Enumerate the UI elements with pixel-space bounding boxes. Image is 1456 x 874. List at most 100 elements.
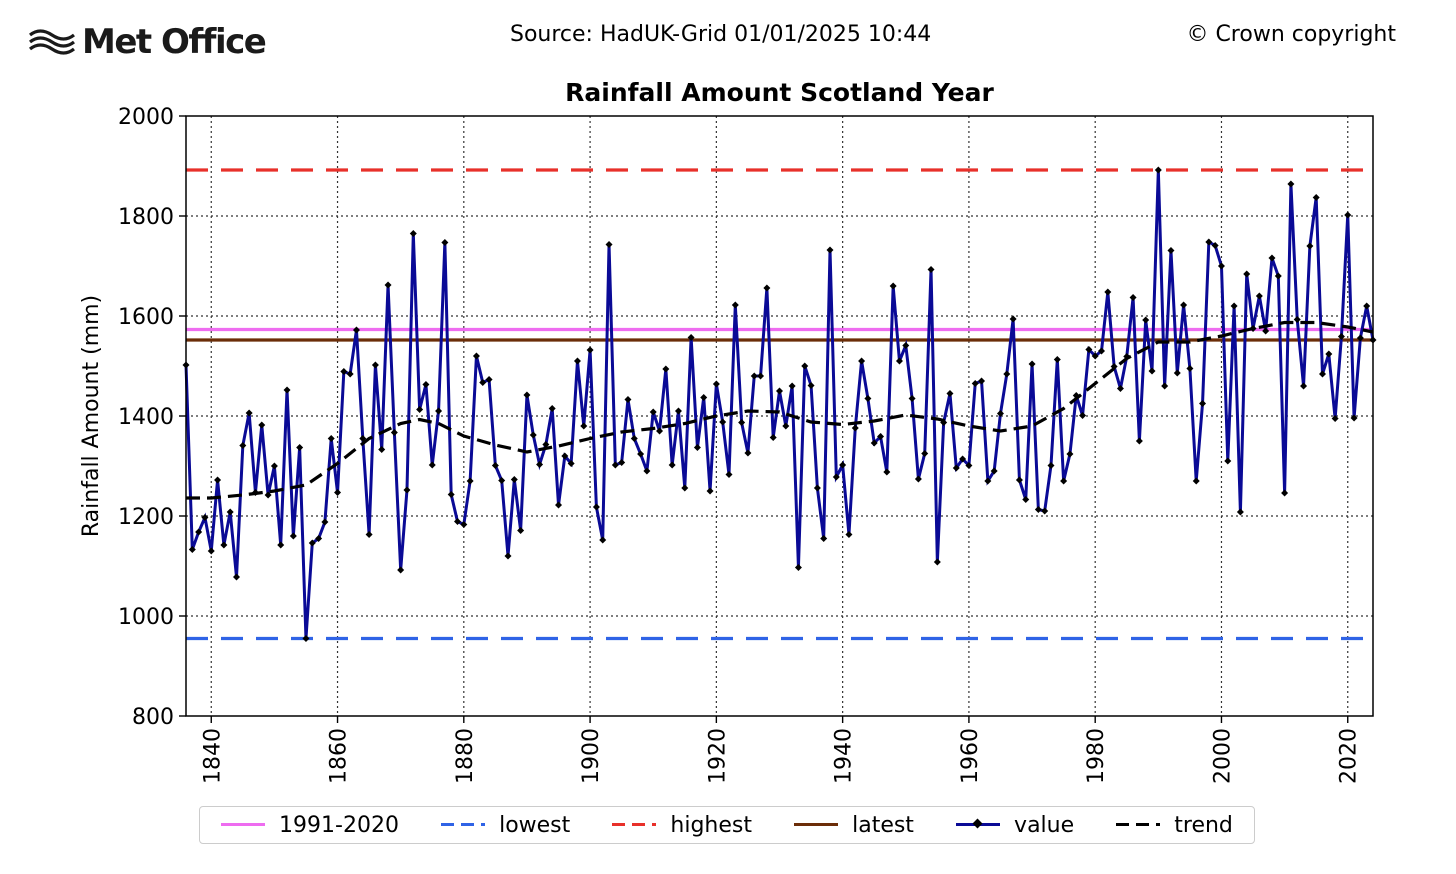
y-axis-label: Rainfall Amount (mm) <box>79 295 104 537</box>
x-tick-label: 1900 <box>579 728 604 784</box>
value-point <box>397 566 405 574</box>
value-point <box>807 382 815 389</box>
value-point <box>340 368 348 375</box>
value-point <box>1236 508 1244 516</box>
legend-label: 1991-2020 <box>279 812 399 838</box>
value-point <box>1217 262 1225 270</box>
value-point <box>390 429 398 436</box>
value-point <box>959 455 967 463</box>
value-point <box>611 461 619 469</box>
x-tick-label: 1920 <box>705 728 730 784</box>
value-point <box>321 518 329 526</box>
series-lines <box>182 166 1377 642</box>
value-point <box>510 476 518 483</box>
value-point <box>1066 450 1074 458</box>
value-point <box>403 486 411 494</box>
value-point <box>1142 316 1150 324</box>
value-point <box>529 431 537 439</box>
value-point <box>453 518 461 525</box>
value-point <box>984 477 992 485</box>
value-point <box>315 535 323 542</box>
value-point <box>1116 385 1124 392</box>
value-point <box>965 462 973 469</box>
value-point <box>283 386 291 394</box>
value-point <box>352 326 360 334</box>
value-point <box>1255 292 1263 300</box>
value-point <box>1034 506 1042 513</box>
legend-swatch <box>1116 818 1161 832</box>
x-tick-label: 1840 <box>200 728 225 784</box>
value-point <box>1135 437 1143 445</box>
value-point <box>1281 489 1289 497</box>
value-point <box>1224 457 1232 465</box>
x-tick-label: 2020 <box>1337 728 1362 784</box>
value-point <box>908 395 916 402</box>
y-tick-label: 1600 <box>118 305 174 330</box>
value-point <box>1262 327 1270 335</box>
value-point <box>277 541 285 549</box>
copyright-text: © Crown copyright <box>1186 22 1396 47</box>
value-point <box>523 391 531 399</box>
value-point <box>308 539 316 547</box>
value-point <box>371 361 379 369</box>
value-point <box>498 477 506 484</box>
value-point <box>334 489 342 496</box>
value-point <box>1098 347 1106 355</box>
legend-item-value: value <box>956 813 1074 838</box>
value-point <box>776 387 783 395</box>
value-point <box>548 405 556 412</box>
value-point <box>485 376 493 383</box>
legend-item-highest: highest <box>612 813 752 838</box>
value-point <box>820 535 828 542</box>
value-point <box>832 473 840 481</box>
legend-item-lowest: lowest <box>441 813 570 838</box>
value-point <box>1350 414 1358 422</box>
value-point <box>1028 360 1036 368</box>
value-point <box>1243 270 1251 278</box>
value-point <box>409 230 417 237</box>
value-point <box>763 284 771 292</box>
value-point <box>858 357 866 365</box>
value-point <box>839 461 847 469</box>
value-point <box>1047 462 1055 469</box>
value-point <box>220 541 228 549</box>
value-point <box>302 635 310 642</box>
value-point <box>927 266 935 273</box>
trend-line <box>186 320 1374 500</box>
value-point <box>990 467 998 475</box>
value-point <box>1274 272 1282 280</box>
value-point <box>435 407 443 415</box>
value-point <box>914 475 922 483</box>
x-tick-label: 2000 <box>1210 728 1235 784</box>
value-point <box>719 418 727 426</box>
value-point <box>1337 333 1345 340</box>
legend-label: lowest <box>499 812 571 838</box>
value-point <box>757 372 765 380</box>
value-point <box>1192 477 1200 485</box>
value-point <box>1287 180 1295 188</box>
value-point <box>1060 477 1068 485</box>
value-point <box>226 508 234 516</box>
y-tick-label: 2000 <box>118 105 174 130</box>
legend-item-1991-2020: 1991-2020 <box>221 813 399 838</box>
value-point <box>725 471 733 478</box>
value-point <box>599 536 607 544</box>
value-point <box>971 380 979 387</box>
value-point <box>289 532 297 540</box>
value-point <box>1356 334 1364 342</box>
value-point <box>826 246 834 254</box>
value-point <box>346 370 354 378</box>
value-point <box>1186 365 1194 372</box>
y-tick-label: 1800 <box>118 205 174 230</box>
value-point <box>542 441 550 448</box>
value-point <box>1312 194 1320 201</box>
value-point <box>794 564 802 571</box>
value-point <box>643 467 651 475</box>
x-tick-label: 1940 <box>832 728 857 784</box>
x-tick-label: 1880 <box>453 728 478 784</box>
wave-logo-icon <box>29 29 75 55</box>
value-point <box>933 558 941 566</box>
value-point <box>845 531 853 538</box>
legend-label: latest <box>852 812 914 838</box>
value-point <box>296 444 304 451</box>
